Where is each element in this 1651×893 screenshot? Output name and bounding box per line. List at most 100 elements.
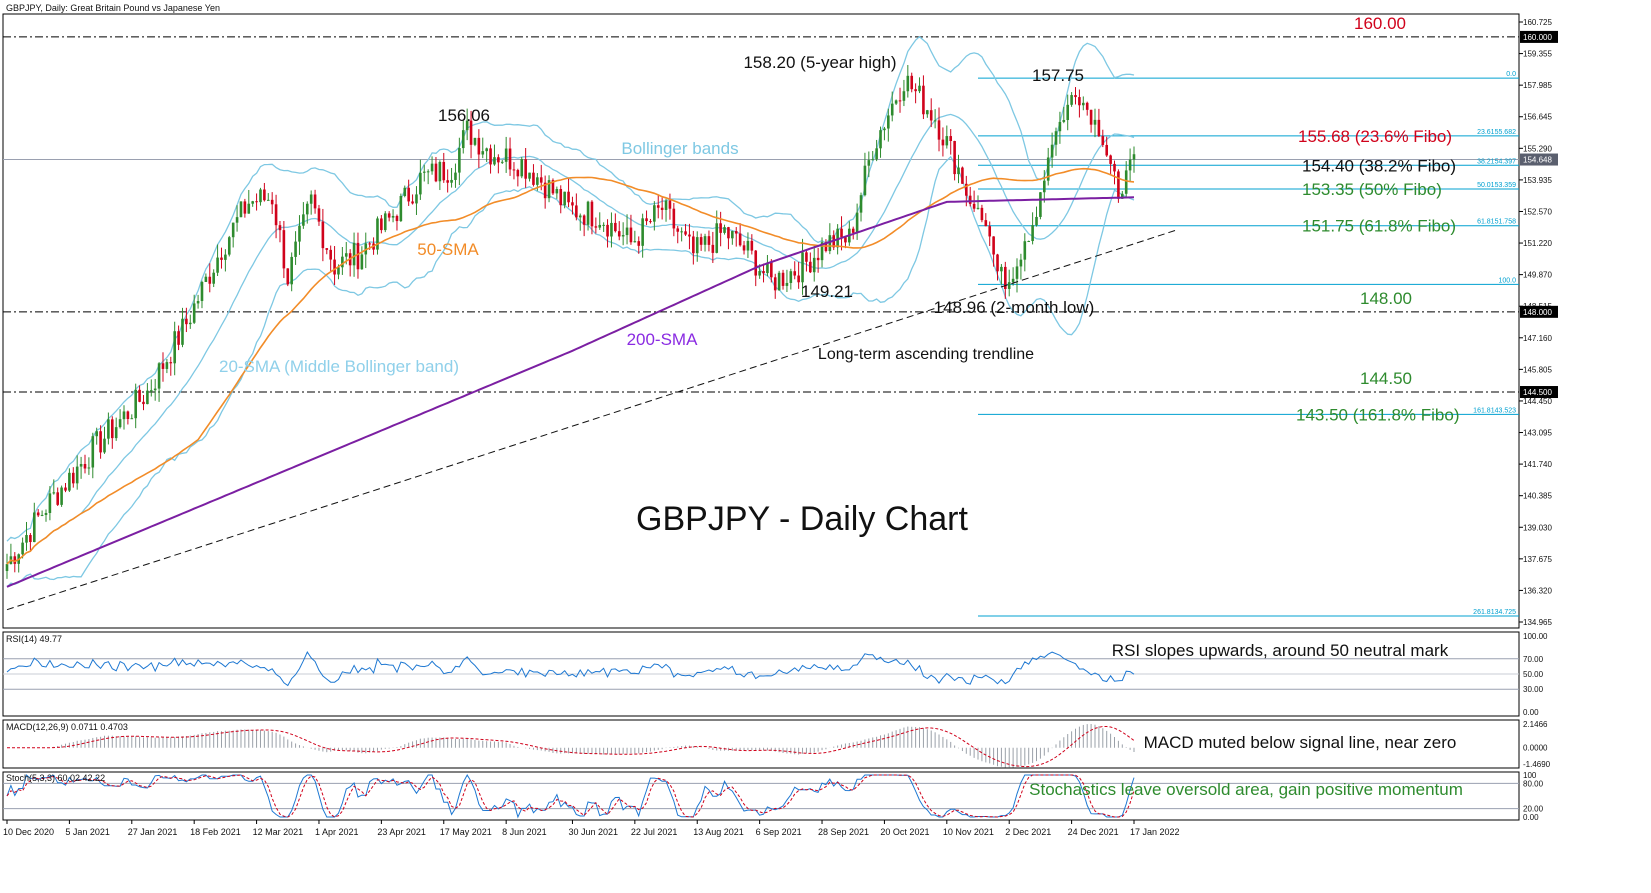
candle-body <box>500 161 504 163</box>
candle-body <box>344 253 348 257</box>
candle-body <box>266 199 270 201</box>
candle-body <box>454 172 457 180</box>
candle-body <box>13 556 17 564</box>
candle-body <box>547 180 551 199</box>
candle-body <box>216 257 219 273</box>
date-tick-label: 1 Apr 2021 <box>315 827 359 837</box>
price-tick-label: 139.030 <box>1523 523 1552 532</box>
candle-body <box>465 120 469 131</box>
chart-annotation: 158.20 (5-year high) <box>743 53 896 72</box>
candle-body <box>485 148 488 152</box>
candle-body <box>1027 241 1031 243</box>
candle-body <box>1124 170 1128 194</box>
candle-body <box>625 227 629 236</box>
candle-body <box>555 189 559 194</box>
macd-tick-label: -1.4690 <box>1523 760 1551 769</box>
candle-body <box>177 331 180 345</box>
candle-body <box>742 245 746 251</box>
candle-body <box>789 271 793 283</box>
rsi-tick-label: 100.00 <box>1523 632 1548 641</box>
fibo-tag: 61.8151.758 <box>1477 219 1516 226</box>
level-badge-text: 144.500 <box>1523 388 1552 397</box>
candle-body <box>578 215 582 218</box>
candle-body <box>746 240 750 251</box>
candle-body <box>1085 102 1089 110</box>
candle-body <box>235 217 239 223</box>
candle-body <box>586 201 590 225</box>
fibo-label: 154.40 (38.2% Fibo) <box>1302 156 1456 175</box>
date-tick-label: 17 Jan 2022 <box>1130 827 1180 837</box>
candle-body <box>641 218 644 246</box>
candle-body <box>551 180 555 194</box>
macd-panel-frame <box>2 719 1520 769</box>
candle-body <box>508 148 512 170</box>
price-tick-label: 152.570 <box>1523 207 1552 216</box>
candle-body <box>87 467 91 469</box>
candle-body <box>477 137 481 155</box>
candle-body <box>21 542 24 555</box>
candle-body <box>337 267 340 275</box>
stoch-d-line <box>6 774 1135 818</box>
fibo-label: 143.50 (161.8% Fibo) <box>1296 405 1460 424</box>
candle-body <box>434 163 438 182</box>
candle-body <box>871 159 875 161</box>
candle-body <box>750 240 754 251</box>
stoch-tick-label: 0.00 <box>1523 813 1539 822</box>
price-tick-label: 147.160 <box>1523 334 1552 343</box>
candle-body <box>360 254 364 270</box>
candle-body <box>972 203 976 209</box>
date-tick-label: 8 Jun 2021 <box>502 827 547 837</box>
candle-body <box>606 224 609 237</box>
candle-body <box>754 250 758 276</box>
candle-body <box>302 214 305 226</box>
candle-body <box>781 272 785 286</box>
candle-body <box>107 419 110 439</box>
candle-body <box>458 148 461 173</box>
candle-body <box>512 169 516 171</box>
price-tick-label: 136.320 <box>1523 586 1552 595</box>
candle-body <box>723 227 726 233</box>
candle-body <box>762 271 765 274</box>
candle-body <box>415 194 418 204</box>
candle-body <box>196 301 200 304</box>
macd-tick-label: 2.1466 <box>1523 720 1548 729</box>
rsi-annotation: RSI slopes upwards, around 50 neutral ma… <box>1112 641 1449 660</box>
candle-body <box>941 139 945 146</box>
candle-body <box>142 401 145 405</box>
macd-annotation: MACD muted below signal line, near zero <box>1144 733 1457 752</box>
candle-body <box>543 182 547 199</box>
candle-body <box>149 390 153 392</box>
date-tick-label: 28 Sep 2021 <box>818 827 869 837</box>
candle-body <box>251 201 254 204</box>
candle-body <box>1046 157 1050 181</box>
candle-body <box>278 225 282 231</box>
candle-body <box>473 137 477 145</box>
candle-body <box>29 535 32 543</box>
price-tick-label: 153.935 <box>1523 176 1552 185</box>
candle-body <box>793 271 797 276</box>
candle-body <box>937 120 941 140</box>
candle-body <box>153 388 157 391</box>
candle-body <box>255 201 258 203</box>
candle-body <box>672 208 676 229</box>
candle-body <box>575 205 578 218</box>
candle-body <box>446 180 449 183</box>
candle-body <box>621 235 625 237</box>
candle-body <box>185 318 188 325</box>
candle-body <box>695 237 699 254</box>
fibo-tag: 161.8143.523 <box>1473 407 1516 414</box>
candle-body <box>442 161 446 181</box>
candle-body <box>879 130 882 149</box>
candle-body <box>914 89 917 92</box>
chart-annotation: 200-SMA <box>627 330 699 349</box>
candle-body <box>294 241 297 257</box>
candle-body <box>961 167 964 184</box>
candle-body <box>929 110 933 121</box>
candle-body <box>703 236 707 245</box>
fibo-tag: 38.2154.397 <box>1477 158 1516 165</box>
candle-body <box>99 431 102 453</box>
chart-annotation: 157.75 <box>1032 66 1084 85</box>
stoch-tick-label: 100 <box>1523 771 1537 780</box>
candle-body <box>801 252 804 283</box>
candle-body <box>95 431 98 437</box>
